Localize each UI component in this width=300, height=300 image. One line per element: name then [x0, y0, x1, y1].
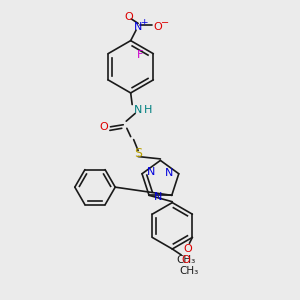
Text: +: +	[140, 18, 148, 27]
Text: O: O	[184, 244, 192, 254]
Text: −: −	[161, 18, 169, 28]
Text: O: O	[124, 12, 133, 22]
Text: F: F	[137, 50, 143, 60]
Text: N: N	[154, 192, 162, 202]
Text: N: N	[134, 105, 142, 115]
Text: O: O	[153, 22, 162, 32]
Text: S: S	[134, 147, 142, 160]
Text: O: O	[181, 255, 190, 265]
Text: N: N	[165, 168, 173, 178]
Text: CH₃: CH₃	[177, 255, 196, 265]
Text: H: H	[144, 105, 153, 115]
Text: CH₃: CH₃	[179, 266, 198, 276]
Text: O: O	[100, 122, 108, 132]
Text: N: N	[134, 22, 142, 32]
Text: N: N	[147, 167, 155, 177]
